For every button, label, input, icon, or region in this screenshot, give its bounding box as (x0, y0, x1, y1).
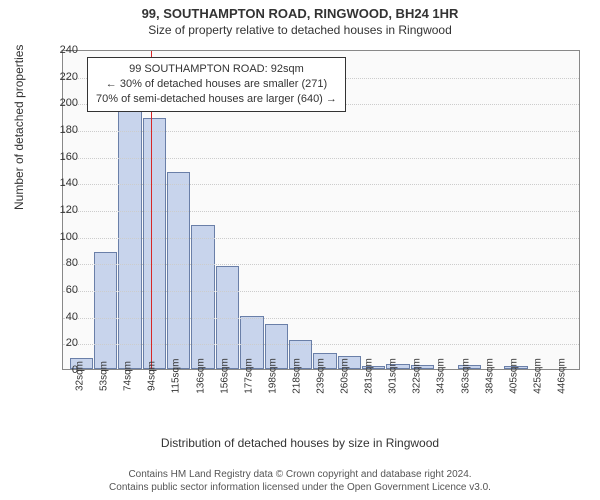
xtick-label: 301sqm (388, 358, 399, 394)
info-line-1: 99 SOUTHAMPTON ROAD: 92sqm (96, 62, 337, 77)
gridline (63, 344, 579, 345)
gridline (63, 184, 579, 185)
ytick-label: 20 (48, 337, 78, 349)
xtick-label: 260sqm (340, 358, 351, 394)
xtick: 363sqm (454, 372, 478, 432)
title-block: 99, SOUTHAMPTON ROAD, RINGWOOD, BH24 1HR… (0, 0, 600, 37)
ytick-label: 200 (48, 97, 78, 109)
histogram-bar (94, 252, 117, 369)
xtick: 177sqm (237, 372, 261, 432)
ytick-label: 60 (48, 284, 78, 296)
xtick: 156sqm (213, 372, 237, 432)
xtick-label: 218sqm (291, 358, 302, 394)
ytick-label: 140 (48, 177, 78, 189)
ytick-label: 80 (48, 257, 78, 269)
ytick-label: 220 (48, 71, 78, 83)
xtick-label: 384sqm (484, 358, 495, 394)
y-axis-label: Number of detached properties (12, 45, 26, 210)
xticks-container: 32sqm53sqm74sqm94sqm115sqm136sqm156sqm17… (62, 372, 580, 432)
xtick-label: 343sqm (436, 358, 447, 394)
xtick: 322sqm (405, 372, 429, 432)
xtick: 343sqm (429, 372, 453, 432)
xtick-label: 94sqm (147, 361, 158, 391)
info-box: 99 SOUTHAMPTON ROAD: 92sqm ← 30% of deta… (87, 57, 346, 112)
histogram-bar (143, 118, 166, 369)
xtick: 425sqm (526, 372, 550, 432)
xtick-label: 177sqm (243, 358, 254, 394)
ytick-label: 40 (48, 311, 78, 323)
xtick: 94sqm (140, 372, 164, 432)
xtick: 260sqm (333, 372, 357, 432)
xtick: 218sqm (285, 372, 309, 432)
xtick-label: 363sqm (460, 358, 471, 394)
xtick: 115sqm (164, 372, 188, 432)
ytick-label: 240 (48, 44, 78, 56)
footer-line-1: Contains HM Land Registry data © Crown c… (0, 468, 600, 481)
xtick-label: 198sqm (267, 358, 278, 394)
xtick: 198sqm (261, 372, 285, 432)
xtick-label: 446sqm (556, 358, 567, 394)
x-axis-label: Distribution of detached houses by size … (0, 436, 600, 450)
xtick-label: 425sqm (532, 358, 543, 394)
xtick: 32sqm (68, 372, 92, 432)
histogram-bar (191, 225, 214, 369)
gridline (63, 131, 579, 132)
gridline (63, 264, 579, 265)
xtick: 281sqm (357, 372, 381, 432)
footer: Contains HM Land Registry data © Crown c… (0, 468, 600, 494)
ytick-label: 180 (48, 124, 78, 136)
xtick-label: 405sqm (508, 358, 519, 394)
xtick: 53sqm (92, 372, 116, 432)
xtick-label: 136sqm (195, 358, 206, 394)
xtick: 384sqm (478, 372, 502, 432)
xtick: 301sqm (381, 372, 405, 432)
info-line-2: ← 30% of detached houses are smaller (27… (96, 77, 337, 92)
gridline (63, 291, 579, 292)
xtick: 136sqm (188, 372, 212, 432)
gridline (63, 238, 579, 239)
info-line-3: 70% of semi-detached houses are larger (… (96, 92, 337, 107)
xtick: 239sqm (309, 372, 333, 432)
page-title: 99, SOUTHAMPTON ROAD, RINGWOOD, BH24 1HR (0, 6, 600, 21)
gridline (63, 158, 579, 159)
xtick-label: 74sqm (123, 361, 134, 391)
xtick-label: 53sqm (99, 361, 110, 391)
xtick-label: 156sqm (219, 358, 230, 394)
histogram-bar (167, 172, 190, 369)
ytick-label: 120 (48, 204, 78, 216)
ytick-label: 160 (48, 151, 78, 163)
ytick-label: 100 (48, 231, 78, 243)
xtick-label: 281sqm (364, 358, 375, 394)
xtick-label: 239sqm (315, 358, 326, 394)
footer-line-2: Contains public sector information licen… (0, 481, 600, 494)
gridline (63, 211, 579, 212)
xtick: 74sqm (116, 372, 140, 432)
xtick: 446sqm (550, 372, 574, 432)
page-subtitle: Size of property relative to detached ho… (0, 23, 600, 37)
ytick-label: 0 (48, 364, 78, 376)
xtick-label: 322sqm (412, 358, 423, 394)
gridline (63, 318, 579, 319)
xtick-label: 115sqm (171, 359, 182, 394)
xtick: 405sqm (502, 372, 526, 432)
